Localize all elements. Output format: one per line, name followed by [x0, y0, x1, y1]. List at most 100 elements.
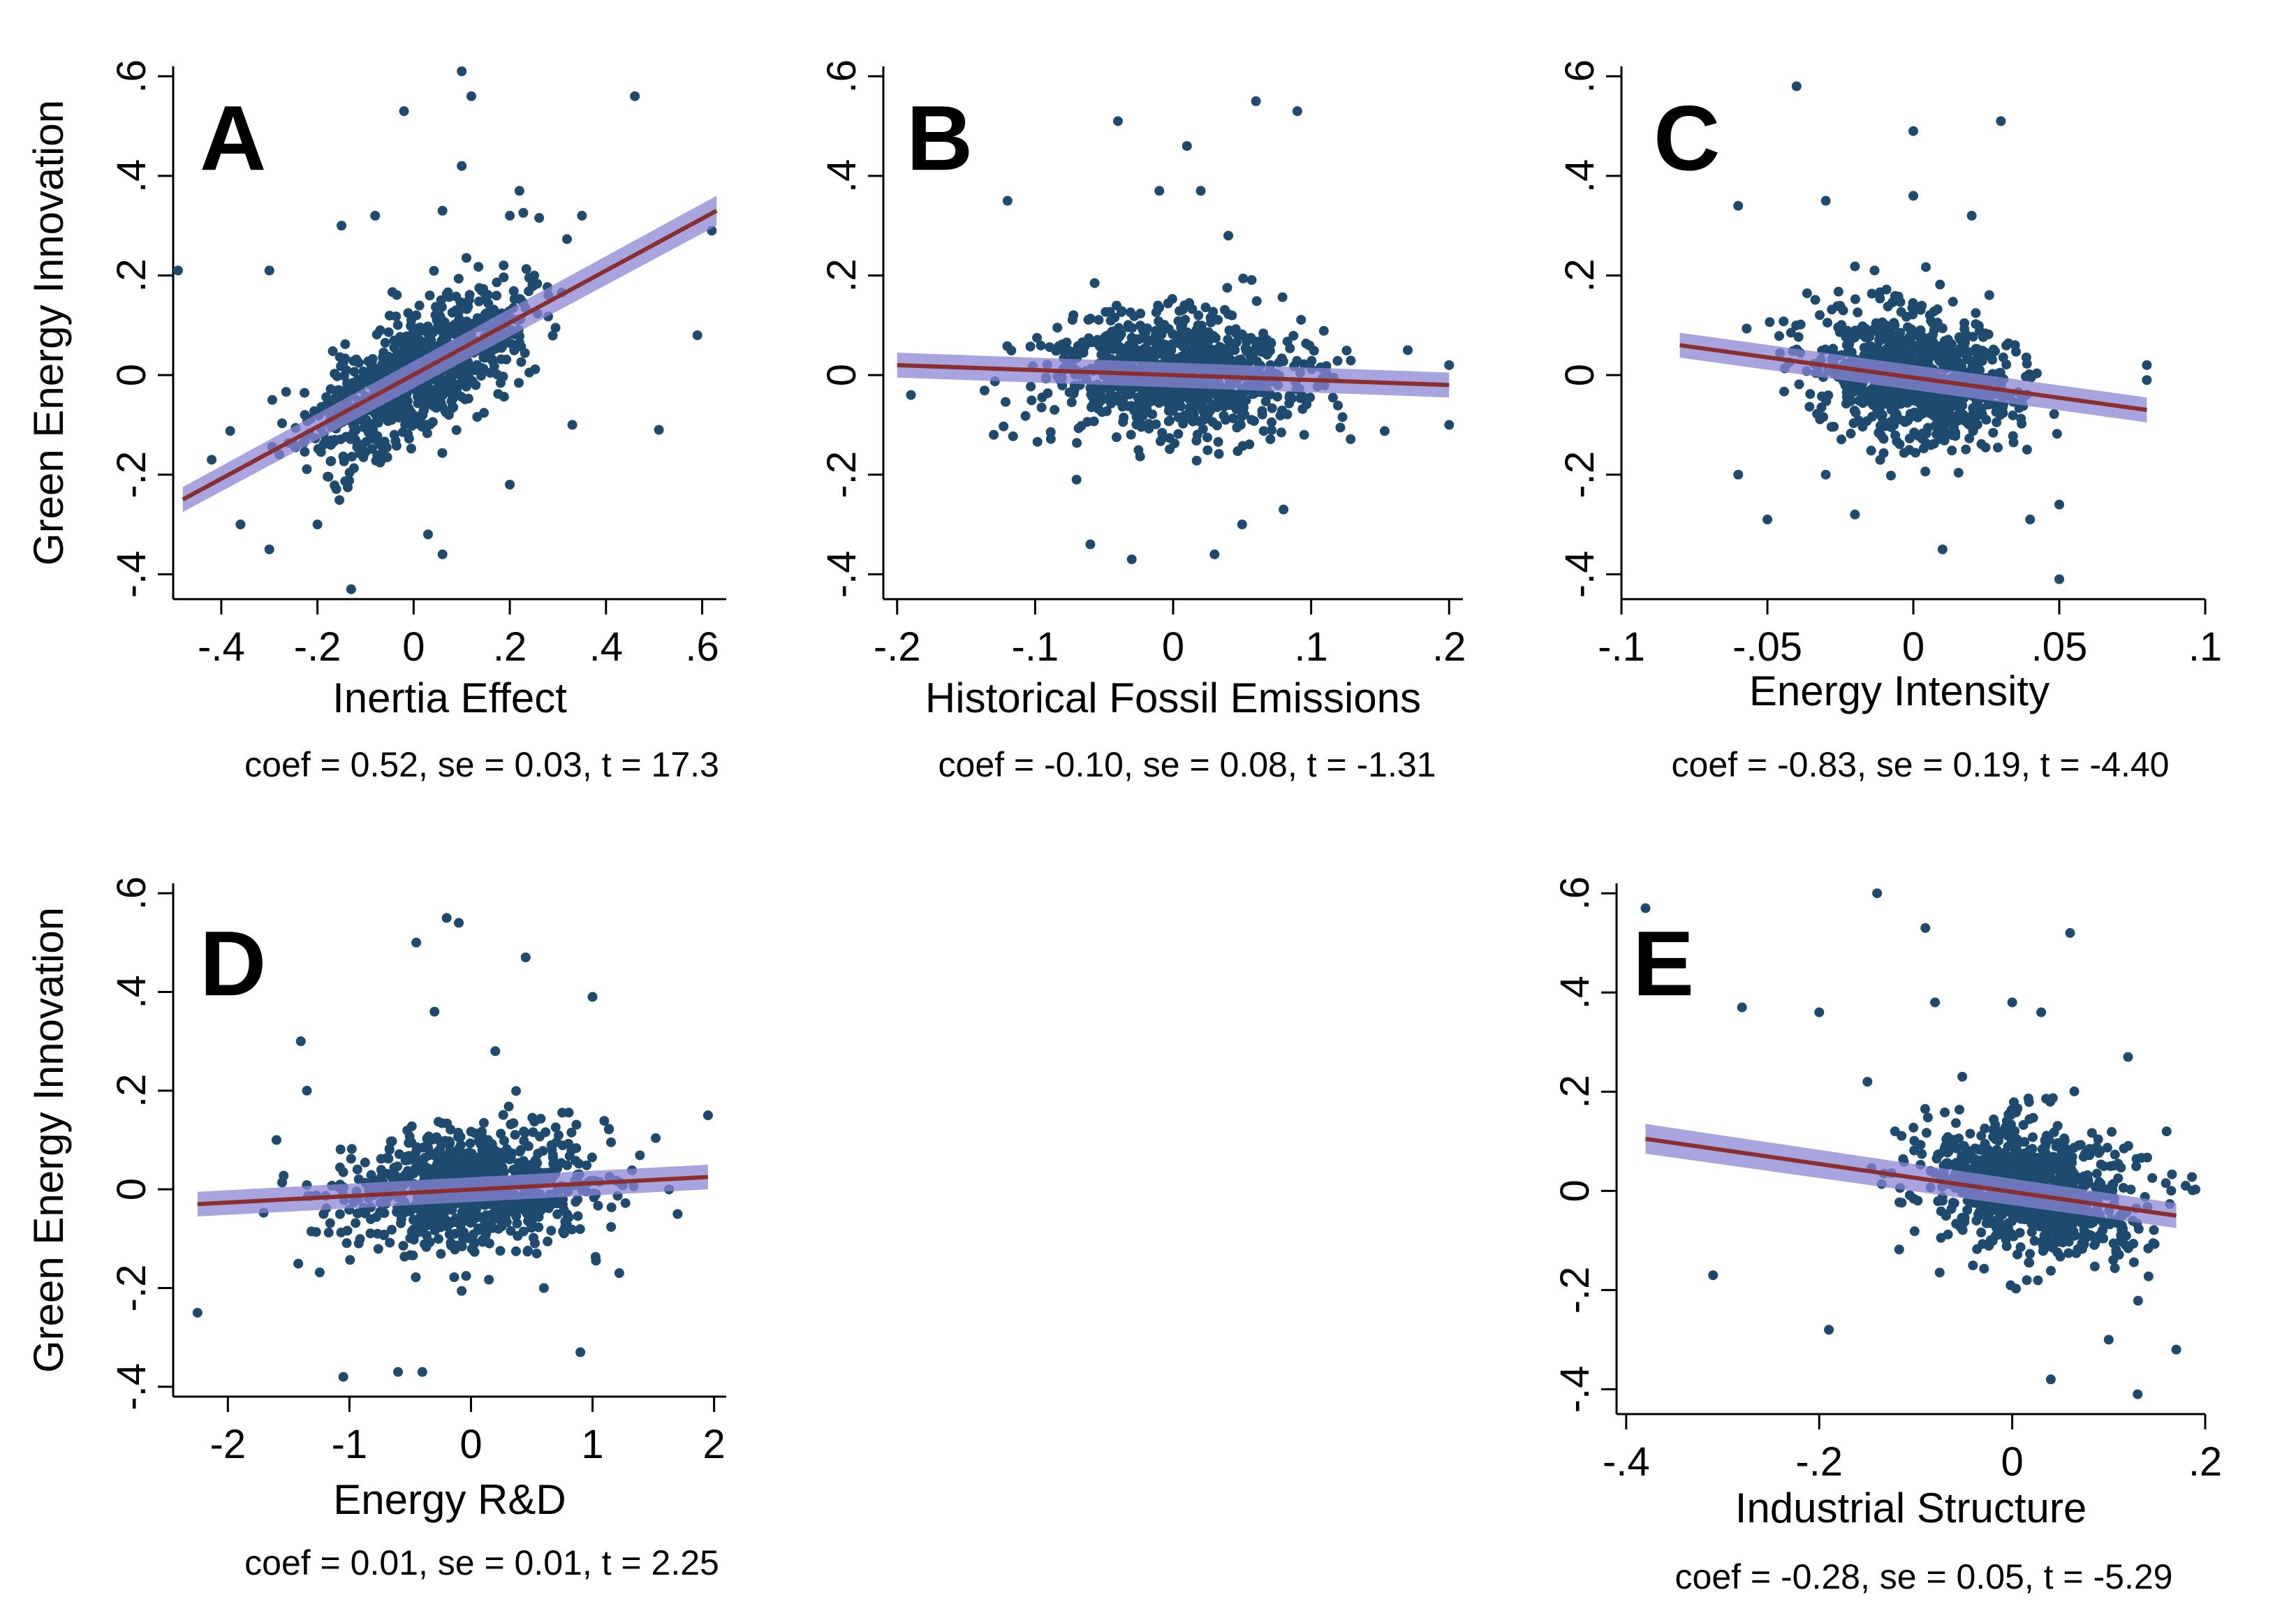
data-point — [406, 321, 416, 331]
data-point — [906, 390, 916, 400]
data-point — [2001, 1124, 2011, 1135]
data-point — [377, 359, 388, 369]
data-point — [2056, 1166, 2066, 1177]
data-point — [406, 1121, 417, 1131]
data-point — [2079, 1239, 2089, 1249]
data-point — [2133, 1223, 2144, 1234]
data-point — [1175, 306, 1185, 316]
x-tick-label: .4 — [589, 624, 623, 670]
data-point — [2143, 1271, 2154, 1281]
data-point — [2180, 1180, 2191, 1191]
data-point — [1267, 403, 1277, 413]
data-point — [300, 388, 310, 398]
data-point — [2022, 358, 2032, 369]
data-point — [2052, 1121, 2063, 1131]
data-point — [1921, 438, 1931, 448]
data-point — [1261, 334, 1272, 345]
data-point — [501, 1144, 512, 1154]
data-point — [423, 1206, 434, 1216]
data-point — [1844, 339, 1855, 349]
data-point — [386, 415, 397, 425]
data-point — [1970, 1143, 1980, 1154]
data-point — [386, 1225, 397, 1235]
data-point — [1231, 337, 1242, 348]
data-point — [334, 1209, 345, 1219]
data-point — [506, 1226, 516, 1236]
data-point — [1846, 428, 1856, 439]
data-point — [399, 1171, 409, 1182]
data-point — [1193, 310, 1204, 321]
data-point — [2045, 1265, 2056, 1276]
data-point — [561, 234, 572, 244]
data-point — [479, 408, 490, 418]
x-tick-label: -.2 — [874, 624, 921, 670]
data-point — [392, 351, 402, 362]
data-point — [264, 265, 274, 276]
data-point — [519, 1135, 529, 1146]
data-point — [1885, 471, 1896, 481]
data-point — [384, 310, 395, 321]
data-point — [1131, 353, 1141, 364]
data-point — [1094, 315, 1104, 325]
data-point — [1973, 1209, 1984, 1220]
data-point — [2061, 1143, 2071, 1154]
data-point — [2086, 1219, 2096, 1229]
data-point — [1857, 422, 1868, 432]
data-point — [445, 1229, 455, 1239]
data-point — [552, 1137, 562, 1147]
data-point — [2054, 574, 2064, 584]
data-point — [1964, 433, 1975, 443]
data-point — [2167, 1169, 2177, 1179]
data-point — [1980, 347, 1991, 358]
data-point — [371, 330, 382, 340]
data-point — [414, 344, 425, 355]
data-point — [2076, 1176, 2087, 1186]
data-point — [366, 1170, 376, 1180]
data-point — [1874, 385, 1884, 396]
data-point — [979, 385, 989, 396]
data-point — [1156, 337, 1166, 348]
data-point — [1106, 398, 1117, 409]
data-point — [495, 1246, 506, 1256]
data-point — [2059, 1133, 2070, 1144]
data-point — [1925, 310, 1935, 321]
data-point — [383, 351, 394, 362]
data-point — [433, 1234, 443, 1244]
data-point — [531, 1249, 542, 1259]
x-axis-title: Inertia Effect — [332, 675, 567, 721]
data-point — [2041, 1149, 2052, 1160]
data-point — [2062, 1172, 2073, 1183]
data-point — [510, 1130, 520, 1140]
data-point — [1947, 446, 1957, 456]
data-point — [1098, 347, 1108, 358]
data-point — [422, 397, 432, 408]
data-point — [1219, 304, 1230, 315]
data-point — [1346, 434, 1356, 444]
data-point — [1231, 404, 1242, 415]
data-point — [1227, 310, 1237, 321]
data-point — [1105, 316, 1116, 326]
data-point — [1827, 304, 1837, 315]
y-tick-label: -.4 — [819, 551, 864, 598]
data-point — [2008, 1097, 2019, 1108]
data-point — [499, 1135, 510, 1146]
data-point — [2126, 1184, 2136, 1195]
fit-line — [1645, 1136, 2177, 1218]
data-point — [547, 1152, 558, 1163]
data-point — [1068, 310, 1079, 321]
data-point — [464, 290, 475, 300]
data-point — [466, 1206, 477, 1216]
data-point — [1908, 126, 1918, 136]
data-point — [448, 402, 459, 413]
x-tick-label: .2 — [493, 624, 527, 670]
data-point — [1968, 405, 1979, 415]
data-point — [506, 1154, 516, 1164]
data-point — [1893, 291, 1904, 302]
data-point — [493, 389, 503, 399]
data-point — [346, 1154, 356, 1164]
data-point — [2067, 1152, 2077, 1162]
data-point — [520, 1128, 530, 1138]
x-tick-label: .2 — [1432, 624, 1466, 670]
data-point — [2087, 1128, 2097, 1138]
